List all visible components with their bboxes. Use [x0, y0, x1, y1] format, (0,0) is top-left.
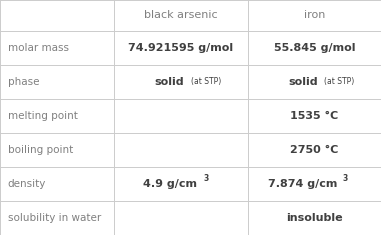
Text: phase: phase	[8, 77, 39, 87]
Text: 74.921595 g/mol: 74.921595 g/mol	[128, 43, 234, 53]
Text: solid: solid	[288, 77, 318, 87]
Text: melting point: melting point	[8, 111, 77, 121]
Text: 2750 °C: 2750 °C	[290, 145, 338, 155]
Text: solid: solid	[155, 77, 184, 87]
Text: (at STP): (at STP)	[190, 77, 221, 86]
Text: insoluble: insoluble	[286, 213, 343, 223]
Text: 55.845 g/mol: 55.845 g/mol	[274, 43, 355, 53]
Text: boiling point: boiling point	[8, 145, 73, 155]
Text: molar mass: molar mass	[8, 43, 69, 53]
Text: 7.874 g/cm: 7.874 g/cm	[268, 179, 338, 189]
Text: 3: 3	[342, 174, 347, 183]
Text: black arsenic: black arsenic	[144, 10, 218, 20]
Text: 3: 3	[203, 174, 208, 183]
Text: 4.9 g/cm: 4.9 g/cm	[142, 179, 197, 189]
Text: (at STP): (at STP)	[324, 77, 354, 86]
Text: density: density	[8, 179, 46, 189]
Text: solubility in water: solubility in water	[8, 213, 101, 223]
Text: iron: iron	[304, 10, 325, 20]
Text: 1535 °C: 1535 °C	[290, 111, 338, 121]
